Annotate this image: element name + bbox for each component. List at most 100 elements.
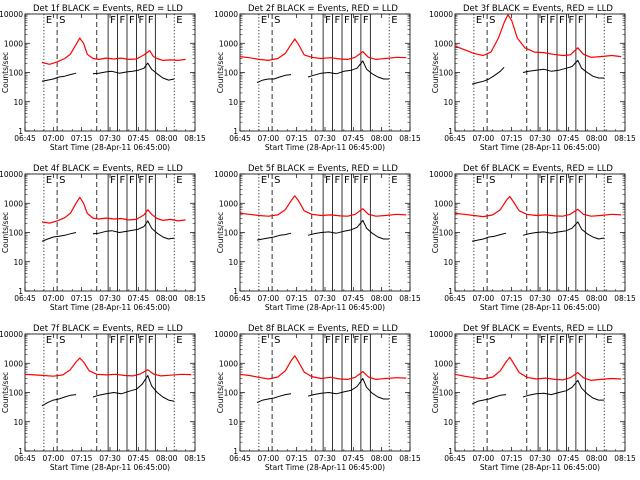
x-tick-label: 07:30	[529, 454, 551, 463]
y-tick-label: 10000	[429, 330, 453, 339]
x-axis-label: Start Time (28-Apr-11 06:45:00)	[50, 303, 170, 312]
interval-marker-label: F	[363, 175, 369, 186]
interval-marker-label: F	[559, 335, 565, 346]
chart-panel: Det 4f BLACK = Events, RED = LLD 06:45 07:…	[0, 164, 206, 312]
interval-marker-label: F	[335, 15, 341, 26]
interval-marker-label: E	[176, 335, 182, 346]
x-tick-label: 07:45	[558, 454, 580, 463]
x-tick-label: 08:15	[184, 134, 206, 143]
interval-marker-label: S	[274, 335, 280, 346]
y-tick-label: 100	[224, 389, 239, 398]
interval-marker-label: E	[46, 335, 52, 346]
interval-marker-label: F	[353, 15, 359, 26]
x-tick-label: 07:15	[71, 294, 93, 303]
x-tick-label: 07:15	[286, 134, 308, 143]
interval-marker-label: E	[606, 335, 612, 346]
y-tick-label: 100	[9, 389, 24, 398]
interval-marker-label: F	[344, 335, 350, 346]
interval-marker-label: F	[335, 175, 341, 186]
x-axis-label: Start Time (28-Apr-11 06:45:00)	[480, 463, 600, 472]
series-line-events	[256, 60, 390, 84]
chart-panel: Det 5f BLACK = Events, RED = LLD 06:45 07:…	[214, 164, 421, 312]
x-tick-label: 08:15	[614, 294, 636, 303]
y-tick-label: 10000	[0, 170, 23, 179]
interval-marker-label: F	[148, 335, 154, 346]
interval-marker-label: E	[391, 175, 397, 186]
interval-marker-label: F	[129, 15, 135, 26]
interval-marker-label: F	[110, 335, 116, 346]
interval-marker-label: F	[540, 335, 546, 346]
y-axis-label: Counts/sec	[431, 212, 440, 253]
x-axis-label: Start Time (28-Apr-11 06:45:00)	[265, 303, 385, 312]
y-tick-label: 1000	[219, 39, 238, 48]
interval-marker-label: F	[578, 175, 584, 186]
series-line-events	[41, 220, 175, 242]
x-tick-label: 06:45	[14, 454, 36, 463]
series-line-events	[256, 219, 390, 241]
y-tick-label: 1	[233, 287, 238, 296]
y-axis-label: Counts/sec	[1, 52, 10, 93]
interval-marker-label: E	[176, 15, 182, 26]
series-line-lld	[41, 37, 186, 65]
x-tick-label: 08:15	[399, 454, 421, 463]
y-tick-label: 1	[448, 287, 453, 296]
y-tick-label: 1000	[434, 39, 453, 48]
y-tick-label: 10000	[429, 170, 453, 179]
series-line-events	[471, 379, 605, 405]
x-axis-label: Start Time (28-Apr-11 06:45:00)	[480, 303, 600, 312]
x-tick-label: 08:00	[586, 294, 608, 303]
chart-title: Det 3f BLACK = Events, RED = LLD	[463, 4, 613, 14]
interval-marker-label: F	[148, 15, 154, 26]
interval-marker-label: F	[344, 175, 350, 186]
interval-marker-label: F	[363, 15, 369, 26]
x-tick-label: 07:15	[286, 294, 308, 303]
y-tick-label: 100	[224, 229, 239, 238]
y-tick-label: 10000	[214, 330, 238, 339]
x-tick-label: 08:15	[614, 134, 636, 143]
chart-title: Det 5f BLACK = Events, RED = LLD	[248, 164, 398, 174]
y-tick-label: 10000	[0, 330, 23, 339]
chart-panel: Det 6f BLACK = Events, RED = LLD 06:45 07:…	[429, 164, 636, 312]
x-tick-label: 08:00	[156, 134, 178, 143]
interval-marker-label: S	[59, 15, 65, 26]
x-tick-label: 07:15	[71, 134, 93, 143]
y-axis-label: Counts/sec	[216, 212, 225, 253]
chart-panel: Det 9f BLACK = Events, RED = LLD 06:45 07:…	[429, 324, 636, 472]
interval-marker-label: E	[261, 335, 267, 346]
interval-marker-label: S	[59, 175, 65, 186]
y-tick-label: 1	[448, 127, 453, 136]
series-line-lld	[24, 357, 192, 377]
chart-title: Det 2f BLACK = Events, RED = LLD	[248, 4, 398, 14]
y-tick-label: 10	[13, 98, 23, 107]
y-tick-label: 10	[443, 98, 453, 107]
y-tick-label: 1	[448, 447, 453, 456]
interval-marker-label: F	[110, 175, 116, 186]
y-tick-label: 1	[18, 287, 23, 296]
y-tick-label: 100	[9, 69, 24, 78]
interval-marker-label: F	[129, 335, 135, 346]
y-tick-label: 10000	[429, 10, 453, 19]
x-tick-label: 07:00	[43, 134, 65, 143]
interval-marker-label: F	[540, 175, 546, 186]
y-tick-label: 100	[439, 69, 454, 78]
x-tick-label: 07:30	[529, 294, 551, 303]
y-axis-label: Counts/sec	[216, 52, 225, 93]
interval-marker-label: F	[578, 15, 584, 26]
x-tick-label: 07:45	[343, 294, 365, 303]
interval-marker-label: F	[120, 335, 126, 346]
chart-title: Det 8f BLACK = Events, RED = LLD	[248, 324, 398, 334]
x-tick-label: 07:00	[258, 454, 280, 463]
x-axis-label: Start Time (28-Apr-11 06:45:00)	[50, 463, 170, 472]
x-tick-label: 07:30	[529, 134, 551, 143]
y-tick-label: 1000	[4, 199, 23, 208]
chart-title: Det 1f BLACK = Events, RED = LLD	[33, 4, 183, 14]
x-tick-label: 07:00	[43, 294, 65, 303]
interval-marker-label: E	[176, 175, 182, 186]
y-tick-label: 1000	[219, 199, 238, 208]
interval-marker-label: E	[46, 175, 52, 186]
interval-marker-label: F	[110, 15, 116, 26]
interval-marker-label: F	[578, 335, 584, 346]
x-tick-label: 07:45	[128, 454, 150, 463]
plot-frame	[454, 13, 626, 132]
x-tick-label: 07:00	[473, 454, 495, 463]
